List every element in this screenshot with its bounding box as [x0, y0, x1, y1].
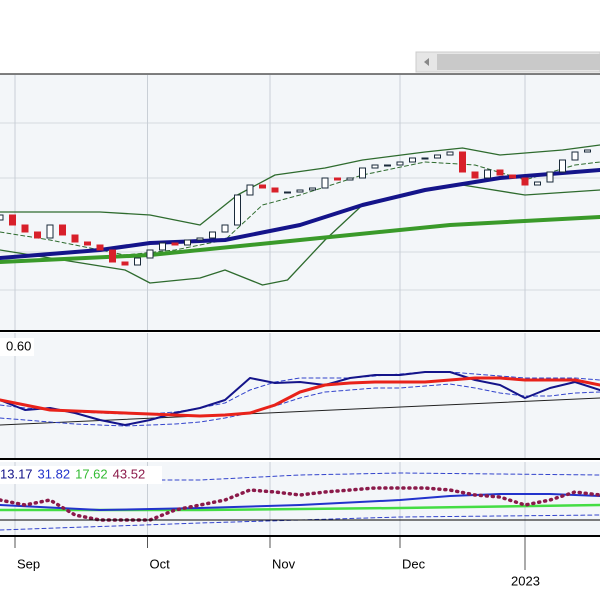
candle: [184, 239, 191, 246]
candle: [259, 184, 266, 189]
candle: [21, 224, 29, 233]
candle: [134, 257, 141, 266]
label-box: [0, 466, 162, 484]
candle: [59, 224, 66, 236]
plot-layer: 0.60 13.17 31.82 17.62 43.52: [0, 75, 600, 570]
indicator-line: [0, 371, 600, 426]
indicator-line: [0, 493, 600, 511]
indicator-line: [0, 514, 600, 531]
candle: [409, 157, 416, 163]
candle: [196, 237, 204, 241]
legend-value: 31.82: [38, 466, 71, 481]
candle: [546, 171, 554, 183]
candle: [284, 191, 291, 194]
candle: [484, 169, 491, 179]
candle: [321, 177, 329, 189]
candle: [46, 224, 54, 239]
scroll-left-arrow[interactable]: [424, 58, 429, 66]
legend-value: 13.17: [0, 466, 33, 481]
candle: [559, 159, 566, 173]
indicator-line: [0, 144, 600, 226]
candle: [396, 161, 404, 166]
candle: [296, 189, 304, 193]
x-tick-label: Sep: [17, 556, 40, 571]
indicator-line: [0, 215, 600, 264]
candle: [446, 151, 454, 156]
panel-borders: [0, 73, 600, 537]
candle: [346, 177, 354, 181]
candle: [0, 214, 4, 221]
candle: [71, 234, 79, 243]
candle: [271, 187, 279, 193]
x-tick-label: Nov: [272, 556, 296, 571]
candle: [209, 231, 216, 239]
candle: [434, 154, 441, 159]
candle: [121, 261, 129, 266]
price-panel: [0, 74, 600, 330]
candle: [584, 149, 591, 153]
x-tick-label: 2023: [511, 573, 540, 588]
candle: [471, 171, 479, 179]
candle: [146, 249, 154, 259]
candle: [459, 151, 466, 173]
legend-value: 43.52: [113, 466, 146, 481]
indicator-line: [0, 376, 600, 418]
candle: [9, 214, 16, 226]
candle: [109, 249, 116, 263]
candle: [571, 151, 579, 161]
candle: [534, 181, 541, 186]
candle: [371, 164, 379, 169]
candle: [334, 177, 341, 181]
candle: [359, 167, 366, 179]
candle: [521, 177, 529, 186]
candle: [84, 241, 91, 246]
candle: [34, 231, 41, 239]
indicator-line: [0, 383, 600, 427]
x-tick-label: Dec: [402, 556, 426, 571]
candle: [496, 169, 504, 176]
candle: [309, 187, 316, 191]
candle: [509, 174, 516, 179]
candle: [221, 224, 229, 233]
x-tick-label: Oct: [150, 556, 171, 571]
candle: [246, 184, 254, 196]
candle: [171, 242, 179, 246]
indicator-label: 0.60: [6, 338, 31, 353]
candle: [96, 244, 104, 251]
label-box: [0, 338, 34, 356]
candle: [234, 194, 241, 226]
indicator-line: [0, 168, 600, 260]
scroll-thumb[interactable]: [437, 54, 600, 70]
indicator-panel: [0, 333, 600, 458]
legend-value: 17.62: [75, 466, 108, 481]
candle: [421, 157, 429, 160]
candle: [159, 242, 166, 251]
indicator-line: [0, 486, 600, 522]
candle: [384, 164, 391, 167]
